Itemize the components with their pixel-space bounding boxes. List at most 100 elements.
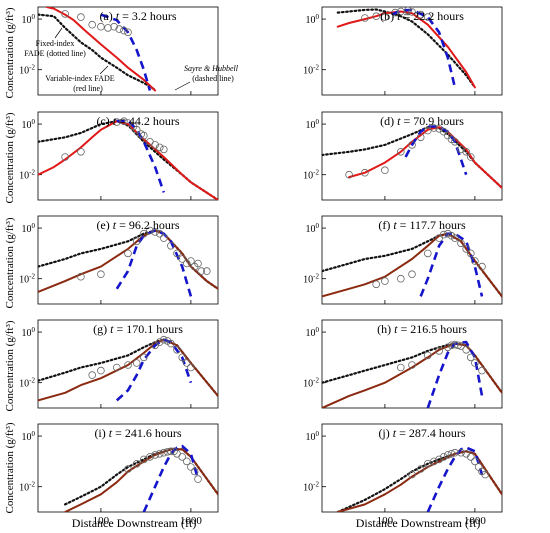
annotation-sayre-hubbell-line1: Sayre & Hubbell xyxy=(184,64,239,73)
annotation-variable-fade-line1: Variable-index FADE xyxy=(45,74,115,83)
observed-point xyxy=(104,24,112,32)
annotation-fixed-fade-line2: FADE (dotted line) xyxy=(24,49,86,58)
observed-point xyxy=(151,141,159,149)
observed-point xyxy=(187,257,195,265)
observed-point xyxy=(140,131,148,140)
observed-point xyxy=(443,451,452,459)
observed-point xyxy=(170,447,178,456)
observed-point xyxy=(372,280,381,289)
observed-point xyxy=(194,259,202,268)
observed-point xyxy=(178,453,187,461)
plot-frame xyxy=(321,423,503,513)
observed-point xyxy=(481,470,490,479)
observed-point xyxy=(77,13,85,21)
observed-point xyxy=(167,242,175,250)
panel-j: 100 1000 100 10-2 (j) t = 287.4 hours xyxy=(303,423,503,527)
observed-point xyxy=(423,13,432,21)
panel-title: (a) t = 3.2 hours xyxy=(99,9,176,23)
observed-point xyxy=(173,249,181,258)
y-axis-label: Concentration (g/ft³) xyxy=(4,320,16,411)
observed-point xyxy=(396,7,405,16)
observed-point xyxy=(140,353,148,362)
observed-point xyxy=(167,339,175,348)
y-axis-label: Concentration (g/ft³) xyxy=(4,112,16,203)
observed-point xyxy=(408,470,416,479)
observed-point xyxy=(466,249,475,258)
y-tick-label: 100 xyxy=(22,118,36,131)
x-axis-label: Distance Downstream (ft) xyxy=(356,516,481,530)
observed-point xyxy=(124,361,132,369)
y-tick-label: 10-2 xyxy=(19,377,35,390)
observed-point xyxy=(124,249,132,258)
observed-point xyxy=(416,10,425,19)
observed-point xyxy=(372,12,381,21)
observed-point xyxy=(451,138,459,146)
observed-point xyxy=(115,25,124,33)
y-axis-label: Concentration (g/ft³) xyxy=(4,217,16,308)
observed-point xyxy=(381,166,389,175)
observed-point xyxy=(439,127,448,136)
observed-point xyxy=(155,449,164,458)
observed-point xyxy=(423,351,432,360)
observed-point xyxy=(462,345,471,354)
observed-point xyxy=(361,168,369,177)
observed-point xyxy=(462,245,471,253)
observed-point xyxy=(462,148,471,156)
panel-title: (c) t = 44.2 hours xyxy=(96,114,179,128)
observed-point xyxy=(466,353,475,362)
observed-point xyxy=(190,467,199,476)
y-tick-label: 100 xyxy=(22,13,36,26)
observed-point xyxy=(478,262,486,271)
observed-point xyxy=(178,255,187,263)
observed-point xyxy=(471,457,479,466)
panel-h: 100 10-2 (h) t = 216.5 hours xyxy=(303,319,503,409)
panel-b: 100 10-2 (b) t = 22.2 hours xyxy=(303,6,503,96)
observed-point xyxy=(443,343,452,352)
series-line-sayre-hubbell xyxy=(404,125,468,176)
observed-point xyxy=(160,448,168,457)
observed-point xyxy=(478,366,486,375)
observed-point xyxy=(430,457,438,466)
y-tick-label: 100 xyxy=(306,430,320,443)
observed-point xyxy=(124,28,132,37)
observed-point xyxy=(61,10,69,18)
observed-point xyxy=(447,449,456,458)
observed-point xyxy=(194,475,202,483)
observed-point xyxy=(61,153,69,161)
series-line-sayre-hubbell xyxy=(115,229,193,297)
observed-point xyxy=(423,249,432,258)
observed-point xyxy=(155,143,164,152)
panel-title: (e) t = 96.2 hours xyxy=(96,218,179,232)
observed-point xyxy=(140,229,148,238)
panel-d: 100 10-2 (d) t = 70.9 hours xyxy=(303,111,503,201)
observed-point xyxy=(396,274,405,283)
observed-point xyxy=(416,465,425,473)
panels-group: 100 10-2 (a) t = 3.2 hours 100 10-2 (b) t = 2… xyxy=(19,6,503,527)
observed-point xyxy=(155,338,164,346)
observed-point xyxy=(155,229,164,238)
series-line-fixed-fade xyxy=(336,8,476,89)
observed-point xyxy=(187,463,195,471)
x-tick-label: 1000 xyxy=(464,515,487,527)
y-tick-label: 100 xyxy=(306,326,320,339)
observed-point xyxy=(471,359,479,367)
y-tick-label: 10-2 xyxy=(303,273,319,286)
observed-point xyxy=(451,340,459,349)
observed-point xyxy=(160,335,168,344)
observed-point xyxy=(435,347,443,355)
annotation-fixed-fade-line1: Fixed-index xyxy=(36,39,75,48)
series-line-fixed-fade xyxy=(38,13,157,91)
y-tick-label: 10-2 xyxy=(19,481,35,494)
observed-point xyxy=(120,117,128,125)
observed-point xyxy=(160,145,168,154)
series-line-variable-fade xyxy=(45,7,157,92)
observed-point xyxy=(345,170,353,179)
panel-i: 100 1000 100 10-2 (i) t = 241.6 hours xyxy=(19,423,219,527)
panel-f: 100 10-2 (f) t = 117.7 hours xyxy=(303,215,503,305)
series-line-sayre-hubbell xyxy=(100,13,152,91)
plot-frame xyxy=(37,6,219,96)
observed-point xyxy=(381,13,389,21)
series-line-sayre-hubbell xyxy=(391,8,457,88)
y-tick-label: 10-2 xyxy=(19,64,35,77)
observed-point xyxy=(443,229,452,238)
